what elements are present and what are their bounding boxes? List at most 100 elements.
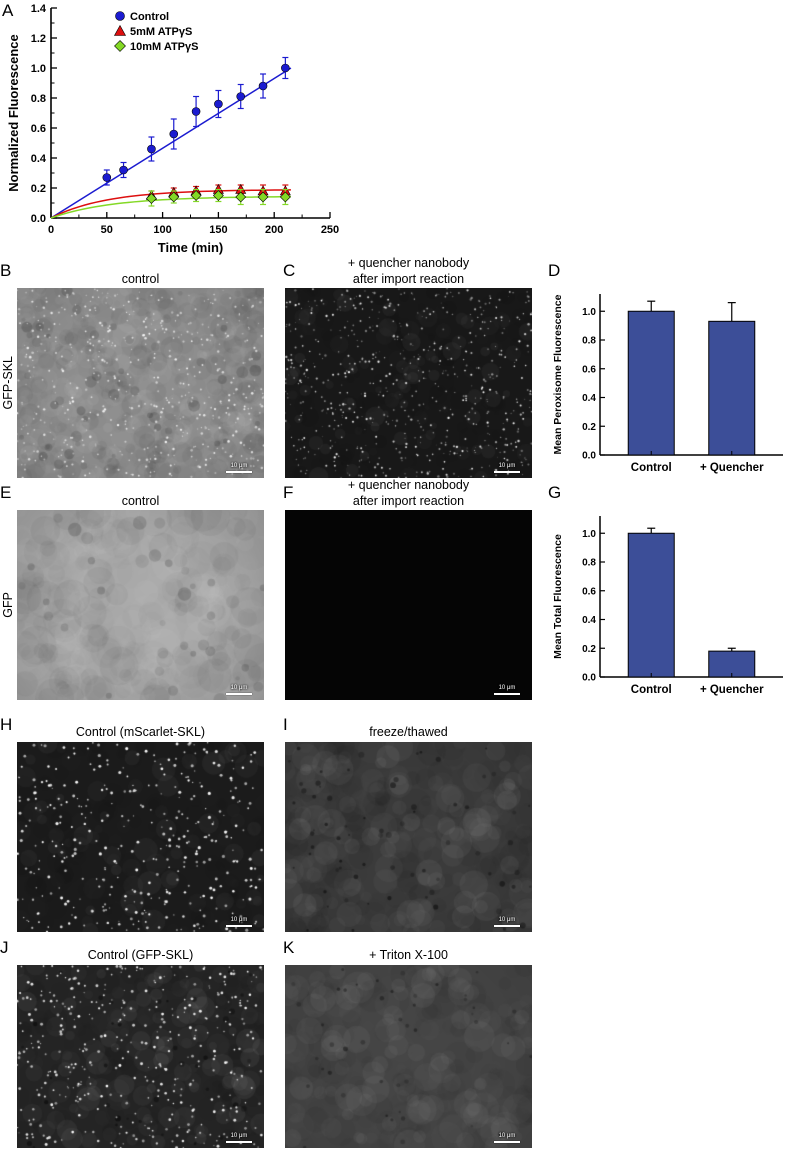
panel-h-title: Control (mScarlet-SKL) (75, 725, 206, 739)
panel-j-title: Control (GFP-SKL) (87, 948, 194, 962)
panel-b-label: B (0, 261, 12, 280)
micrograph-k-canvas (285, 965, 532, 1148)
scale-bar-j-label: 10 μm (230, 1133, 248, 1139)
panel-i-label: I (283, 715, 288, 734)
svg-text:0.2: 0.2 (582, 644, 596, 655)
scale-bar-e-label: 10 μm (230, 685, 248, 691)
panel-d-bar-chart: 0.0 0.2 0.4 0.6 0.8 1.0 Control + Quencher Mean … (552, 294, 783, 474)
micrograph-c: 10 μm (285, 288, 532, 478)
panel-d-label: D (548, 261, 561, 280)
panel-b-title: control (121, 272, 160, 286)
scale-bar-k-line (494, 1141, 520, 1143)
svg-text:0.8: 0.8 (582, 558, 596, 569)
scale-bar-c-label: 10 μm (498, 463, 516, 469)
svg-text:0: 0 (48, 224, 54, 236)
panel-c-label: C (283, 261, 296, 280)
svg-text:50: 50 (101, 224, 113, 236)
panel-g-bar-chart: 0.0 0.2 0.4 0.6 0.8 1.0 Control + Quencher Mean … (552, 516, 783, 696)
panel-a-label: A (2, 1, 14, 20)
svg-text:+ Quencher: + Quencher (700, 462, 764, 474)
scale-bar-h-line (226, 925, 252, 927)
row-label-gfp-skl: GFP-SKL (0, 288, 15, 478)
svg-text:0.4: 0.4 (31, 153, 47, 165)
panel-g-label: G (548, 483, 562, 502)
row-label-gfp-text: GFP (0, 592, 15, 618)
panel-e-label: E (0, 483, 12, 502)
panel-f-title-line1: + quencher nanobody (347, 478, 470, 492)
svg-text:Control: Control (631, 684, 672, 696)
scale-bar-f-line (494, 693, 520, 695)
svg-text:5mM ATPγS: 5mM ATPγS (130, 26, 192, 38)
svg-text:0.2: 0.2 (31, 183, 46, 195)
svg-text:Control: Control (631, 462, 672, 474)
micrograph-b: 10 μm (17, 288, 264, 478)
scale-bar-i-label: 10 μm (498, 917, 516, 923)
svg-text:0.8: 0.8 (31, 93, 46, 105)
svg-text:0.6: 0.6 (582, 364, 596, 375)
scale-bar-j-line (226, 1141, 252, 1143)
svg-text:Time (min): Time (min) (158, 240, 224, 255)
scale-bar-k: 10 μm (491, 1133, 523, 1143)
panel-c-title-line2: after import reaction (352, 272, 465, 286)
row-label-gfp: GFP (0, 510, 15, 700)
panel-c-title: + quencher nanobody after import reactio… (285, 255, 532, 287)
svg-text:1.2: 1.2 (31, 33, 46, 45)
panel-f-title: + quencher nanobody after import reactio… (285, 477, 532, 509)
scale-bar-f: 10 μm (491, 685, 523, 695)
micrograph-e-canvas (17, 510, 264, 700)
micrograph-k: 10 μm (285, 965, 532, 1148)
scale-bar-i-line (494, 925, 520, 927)
scale-bar-e-line (226, 693, 252, 695)
svg-text:10mM ATPγS: 10mM ATPγS (130, 41, 198, 53)
svg-text:1.4: 1.4 (31, 3, 47, 15)
svg-text:0.0: 0.0 (582, 451, 596, 462)
svg-text:200: 200 (265, 224, 283, 236)
scale-bar-b-label: 10 μm (230, 463, 248, 469)
panel-a-line-chart: 0 50 100 150 200 250 0.0 0.2 0.4 0.6 0.8 1.0 1.2 1.4 T… (6, 3, 339, 255)
svg-text:0.0: 0.0 (582, 673, 596, 684)
panel-c-title-line1: + quencher nanobody (347, 256, 470, 270)
svg-text:Normalized Fluorescence: Normalized Fluorescence (6, 34, 21, 192)
micrograph-f-canvas (285, 510, 532, 700)
svg-text:0.6: 0.6 (582, 586, 596, 597)
scale-bar-i: 10 μm (491, 917, 523, 927)
svg-text:250: 250 (321, 224, 339, 236)
scale-bar-b-line (226, 471, 252, 473)
micrograph-h-canvas (17, 742, 264, 932)
panel-i-title: freeze/thawed (369, 725, 448, 739)
panel-j-label: J (0, 938, 9, 957)
panel-k-title: + Triton X-100 (369, 948, 448, 962)
svg-text:1.0: 1.0 (582, 307, 596, 318)
scale-bar-c-line (494, 471, 520, 473)
svg-text:100: 100 (153, 224, 171, 236)
micrograph-i-canvas (285, 742, 532, 932)
scale-bar-b: 10 μm (223, 463, 255, 473)
svg-text:0.4: 0.4 (582, 615, 596, 626)
scale-bar-e: 10 μm (223, 685, 255, 695)
micrograph-i: 10 μm (285, 742, 532, 932)
row-label-gfp-skl-text: GFP-SKL (0, 356, 15, 410)
micrograph-f: 10 μm (285, 510, 532, 700)
svg-text:Mean Peroxisome Fluorescence: Mean Peroxisome Fluorescence (552, 294, 564, 454)
svg-text:Control: Control (130, 11, 169, 23)
panel-f-title-line2: after import reaction (352, 494, 465, 508)
svg-text:+ Quencher: + Quencher (700, 684, 764, 696)
svg-text:0.0: 0.0 (31, 213, 46, 225)
svg-text:0.6: 0.6 (31, 123, 46, 135)
scale-bar-k-label: 10 μm (498, 1133, 516, 1139)
scale-bar-h: 10 μm (223, 917, 255, 927)
micrograph-b-canvas (17, 288, 264, 478)
scale-bar-h-label: 10 μm (230, 917, 248, 923)
scale-bar-f-label: 10 μm (498, 685, 516, 691)
svg-text:0.4: 0.4 (582, 393, 596, 404)
svg-text:1.0: 1.0 (31, 63, 46, 75)
svg-text:0.8: 0.8 (582, 336, 596, 347)
svg-text:Mean Total Fluorescence: Mean Total Fluorescence (552, 534, 564, 659)
svg-text:1.0: 1.0 (582, 529, 596, 540)
micrograph-c-canvas (285, 288, 532, 478)
svg-text:0.2: 0.2 (582, 422, 596, 433)
micrograph-j: 10 μm (17, 965, 264, 1148)
scale-bar-j: 10 μm (223, 1133, 255, 1143)
panel-k-label: K (283, 938, 295, 957)
